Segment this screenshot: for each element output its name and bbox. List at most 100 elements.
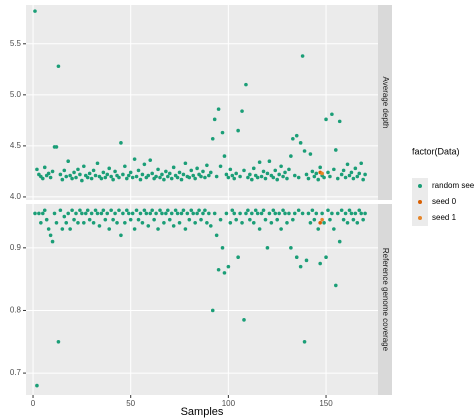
point (150, 208, 154, 213)
y-tick-label: 5.0 (10, 90, 22, 99)
point (302, 149, 307, 153)
point (78, 208, 82, 213)
point (308, 152, 313, 156)
point (48, 175, 53, 180)
point (99, 176, 104, 181)
point (275, 177, 280, 182)
point (46, 227, 51, 231)
point (109, 208, 113, 213)
point (158, 208, 162, 213)
point (298, 141, 303, 145)
point (44, 217, 49, 222)
point (78, 172, 82, 177)
point (136, 217, 141, 222)
point (74, 175, 78, 180)
point (334, 283, 338, 288)
point (101, 208, 106, 213)
point (339, 208, 344, 213)
point (89, 211, 94, 216)
point (60, 177, 65, 182)
point (105, 211, 110, 216)
point (214, 174, 219, 179)
y-tick-label: 0.7 (10, 368, 22, 377)
point (238, 174, 242, 179)
point (339, 172, 344, 177)
point (251, 220, 256, 225)
point (292, 173, 297, 178)
point (185, 211, 190, 216)
point (335, 211, 340, 216)
point (66, 159, 70, 164)
point (359, 161, 364, 166)
point (261, 169, 266, 174)
point (107, 166, 112, 171)
point (230, 208, 235, 213)
point (201, 169, 205, 174)
point (236, 255, 240, 260)
point (91, 220, 96, 225)
point (210, 136, 215, 141)
point (291, 217, 295, 222)
point (234, 171, 238, 176)
point (175, 211, 180, 216)
legend-label: seed 0 (432, 197, 457, 206)
point (214, 233, 219, 238)
point (271, 175, 276, 180)
point (76, 167, 80, 172)
point (263, 217, 268, 222)
point (292, 211, 297, 216)
point (142, 208, 147, 213)
point (46, 171, 51, 176)
point (304, 258, 309, 263)
point (285, 176, 289, 181)
strip-label: Reference genome coverage (381, 248, 390, 352)
point (277, 172, 281, 177)
point (248, 172, 252, 177)
point (39, 220, 43, 225)
point (326, 170, 330, 175)
point (345, 220, 350, 225)
point (183, 227, 188, 231)
point (322, 220, 326, 225)
point (72, 217, 76, 222)
point (207, 211, 211, 216)
point (269, 220, 274, 225)
point (54, 145, 59, 149)
point (248, 217, 252, 222)
point (349, 170, 354, 175)
point (177, 220, 182, 225)
point (337, 119, 342, 124)
point (68, 227, 72, 231)
point (179, 211, 184, 216)
point (113, 169, 117, 174)
point (337, 239, 342, 244)
point (320, 217, 324, 222)
point (35, 167, 39, 172)
point (314, 171, 319, 176)
point (85, 208, 90, 213)
point (277, 211, 281, 216)
point (226, 264, 231, 269)
point (267, 211, 272, 216)
point (228, 167, 233, 172)
point (40, 176, 45, 181)
point (162, 177, 166, 182)
point (195, 211, 199, 216)
point (93, 208, 98, 213)
point (115, 220, 119, 225)
point (345, 162, 350, 167)
point (257, 227, 262, 231)
point (126, 173, 131, 178)
point (351, 217, 356, 222)
point (60, 227, 65, 231)
point (203, 208, 207, 213)
point (156, 227, 160, 231)
point (113, 211, 117, 216)
point (177, 170, 182, 175)
point (240, 109, 244, 113)
point (312, 174, 317, 179)
point (318, 165, 322, 170)
point (279, 164, 283, 169)
point (335, 176, 340, 181)
point (134, 174, 139, 179)
